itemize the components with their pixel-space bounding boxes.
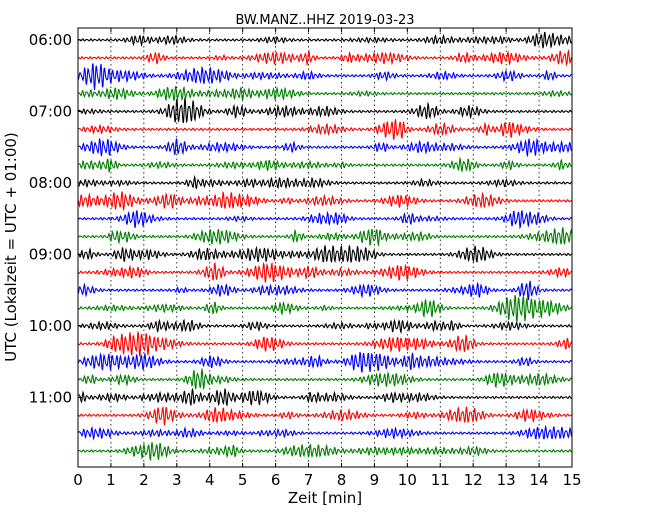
seismic-trace	[78, 388, 572, 407]
seismic-trace	[77, 280, 572, 301]
y-axis-ticks: 06:00 07:00 08:00 09:00 10:00 11:00	[29, 31, 82, 406]
y-tick-label: 11:00	[29, 388, 72, 406]
seismic-trace	[78, 245, 572, 264]
x-axis-label: Zeit [min]	[288, 489, 362, 507]
seismic-trace	[78, 406, 572, 426]
chart-title: BW.MANZ..HHZ 2019-03-23	[235, 13, 414, 28]
seismic-trace	[78, 119, 572, 141]
y-tick-label: 10:00	[29, 317, 72, 335]
x-tick-label: 5	[238, 471, 248, 489]
seismic-trace	[78, 156, 572, 173]
seismic-trace	[78, 294, 572, 323]
seismic-trace	[78, 227, 573, 248]
seismic-trace	[78, 424, 573, 441]
x-tick-label: 3	[172, 471, 182, 489]
plot-frame	[77, 27, 573, 468]
x-tick-label: 13	[497, 471, 516, 489]
x-tick-label: 2	[139, 471, 149, 489]
x-tick-label: 12	[464, 471, 483, 489]
x-tick-label: 11	[431, 471, 450, 489]
seismic-trace	[77, 190, 572, 212]
seismic-trace	[78, 442, 572, 462]
seismic-trace	[77, 63, 572, 91]
seismic-trace	[78, 48, 573, 67]
x-axis-ticks: 0 1 2 3 4 5 6 7 8 9 10 11 12 13 14 15	[73, 28, 582, 489]
x-tick-label: 6	[271, 471, 281, 489]
x-tick-label: 1	[106, 471, 116, 489]
x-tick-label: 15	[562, 471, 581, 489]
seismic-trace	[78, 137, 573, 158]
y-tick-label: 08:00	[29, 174, 72, 192]
x-tick-label: 0	[73, 471, 83, 489]
y-tick-label: 07:00	[29, 102, 72, 120]
seismic-trace	[78, 318, 572, 335]
y-axis-label: UTC (Lokalzeit = UTC + 01:00)	[2, 132, 20, 362]
y-tick-label: 09:00	[29, 245, 72, 263]
x-tick-label: 14	[530, 471, 549, 489]
seismic-trace	[78, 97, 572, 124]
y-tick-label: 06:00	[29, 31, 72, 49]
x-tick-label: 10	[398, 471, 417, 489]
seismic-trace	[78, 31, 573, 49]
seismic-trace	[78, 261, 572, 283]
x-tick-label: 4	[205, 471, 215, 489]
seismic-trace	[78, 85, 572, 102]
seismic-trace	[77, 351, 572, 373]
seismic-traces	[77, 31, 573, 462]
x-tick-label: 8	[337, 471, 347, 489]
seismic-trace	[78, 368, 572, 391]
x-tick-label: 9	[370, 471, 380, 489]
x-tick-label: 7	[304, 471, 314, 489]
seismic-trace	[78, 174, 572, 190]
seismic-trace	[78, 210, 572, 230]
seismic-trace	[78, 331, 573, 357]
